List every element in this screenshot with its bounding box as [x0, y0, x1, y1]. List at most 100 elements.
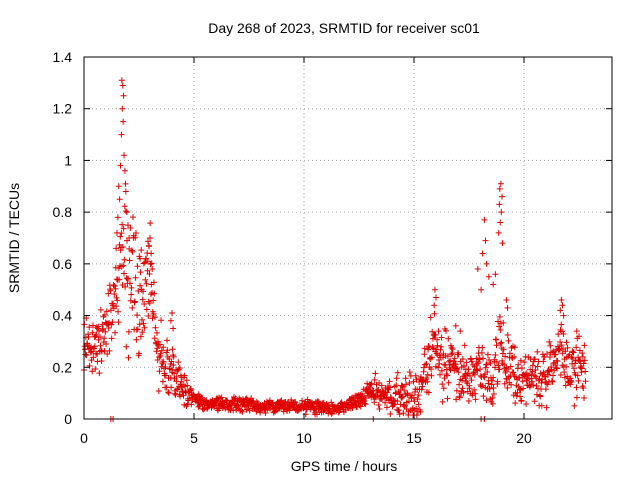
data-point	[155, 388, 162, 395]
data-point	[148, 260, 155, 267]
data-point	[119, 82, 126, 89]
data-point	[218, 394, 225, 401]
data-point	[493, 336, 500, 343]
grid-layer	[84, 57, 612, 419]
data-point	[511, 353, 518, 360]
data-point	[135, 350, 142, 357]
data-point	[167, 374, 174, 381]
data-point	[184, 382, 191, 389]
x-tick-label: 5	[190, 430, 198, 446]
data-point	[292, 399, 299, 406]
data-point	[169, 309, 175, 316]
data-point	[560, 312, 567, 319]
data-point	[119, 221, 126, 228]
data-point	[446, 358, 453, 365]
data-point	[443, 327, 450, 334]
y-tick-label: 0.8	[53, 204, 73, 220]
data-point	[582, 378, 589, 385]
data-point	[129, 248, 136, 255]
data-point	[176, 365, 183, 372]
data-point	[543, 404, 550, 411]
data-point	[177, 393, 184, 400]
data-point	[181, 372, 188, 379]
data-point	[174, 385, 181, 392]
data-point	[126, 235, 133, 241]
data-point	[453, 396, 460, 403]
data-point	[498, 209, 505, 216]
data-point	[362, 401, 369, 408]
data-points	[81, 77, 589, 422]
data-point	[104, 320, 111, 327]
data-point	[122, 188, 129, 195]
data-point	[93, 332, 100, 339]
data-point	[136, 321, 143, 328]
data-point	[499, 193, 505, 200]
data-point	[95, 323, 102, 330]
data-point	[145, 313, 152, 320]
data-point	[90, 354, 97, 361]
data-point	[555, 331, 562, 338]
data-point	[162, 372, 169, 379]
data-point	[504, 384, 511, 391]
data-point	[85, 333, 92, 340]
data-point	[483, 361, 490, 368]
data-point	[391, 383, 398, 390]
data-point	[399, 383, 406, 390]
data-point	[103, 341, 110, 348]
data-point	[479, 344, 486, 351]
data-point	[147, 220, 154, 227]
data-point	[497, 327, 504, 334]
data-point	[455, 369, 462, 376]
data-point	[127, 297, 134, 304]
data-point	[474, 266, 481, 273]
data-point	[514, 389, 521, 396]
data-point	[578, 365, 585, 372]
data-point	[487, 360, 494, 367]
data-point	[249, 397, 256, 404]
data-point	[401, 387, 408, 394]
data-point	[499, 360, 506, 367]
data-point	[107, 287, 114, 294]
data-point	[490, 391, 497, 398]
data-point	[425, 343, 432, 350]
data-point	[102, 328, 109, 335]
data-point	[121, 152, 128, 159]
data-point	[406, 368, 413, 375]
data-point	[451, 355, 458, 362]
data-point	[435, 328, 442, 335]
data-point	[429, 335, 436, 342]
data-point	[378, 382, 385, 389]
data-point	[95, 328, 102, 335]
data-point	[431, 286, 438, 293]
data-point	[153, 348, 160, 355]
data-point	[459, 385, 466, 392]
data-point	[481, 216, 488, 223]
data-point	[561, 369, 568, 376]
data-point	[391, 401, 398, 408]
data-point	[580, 360, 587, 367]
data-point	[465, 366, 472, 373]
data-point	[537, 393, 544, 400]
data-point	[558, 342, 565, 349]
data-point	[150, 310, 157, 317]
data-point	[110, 281, 117, 288]
data-point	[108, 335, 115, 342]
data-point	[137, 269, 144, 276]
data-point	[482, 237, 489, 244]
data-point	[505, 366, 512, 373]
data-point	[115, 319, 122, 326]
data-point	[127, 280, 134, 287]
data-point	[500, 346, 507, 353]
x-tick-label: 10	[296, 430, 312, 446]
data-point	[371, 399, 378, 406]
data-point	[533, 391, 540, 398]
data-point	[394, 369, 401, 376]
data-point	[506, 350, 513, 357]
data-point	[121, 270, 128, 277]
data-point	[158, 317, 165, 324]
data-point	[483, 260, 490, 267]
data-point	[125, 328, 132, 335]
data-point	[479, 250, 486, 257]
y-tick-label: 0	[64, 411, 72, 427]
